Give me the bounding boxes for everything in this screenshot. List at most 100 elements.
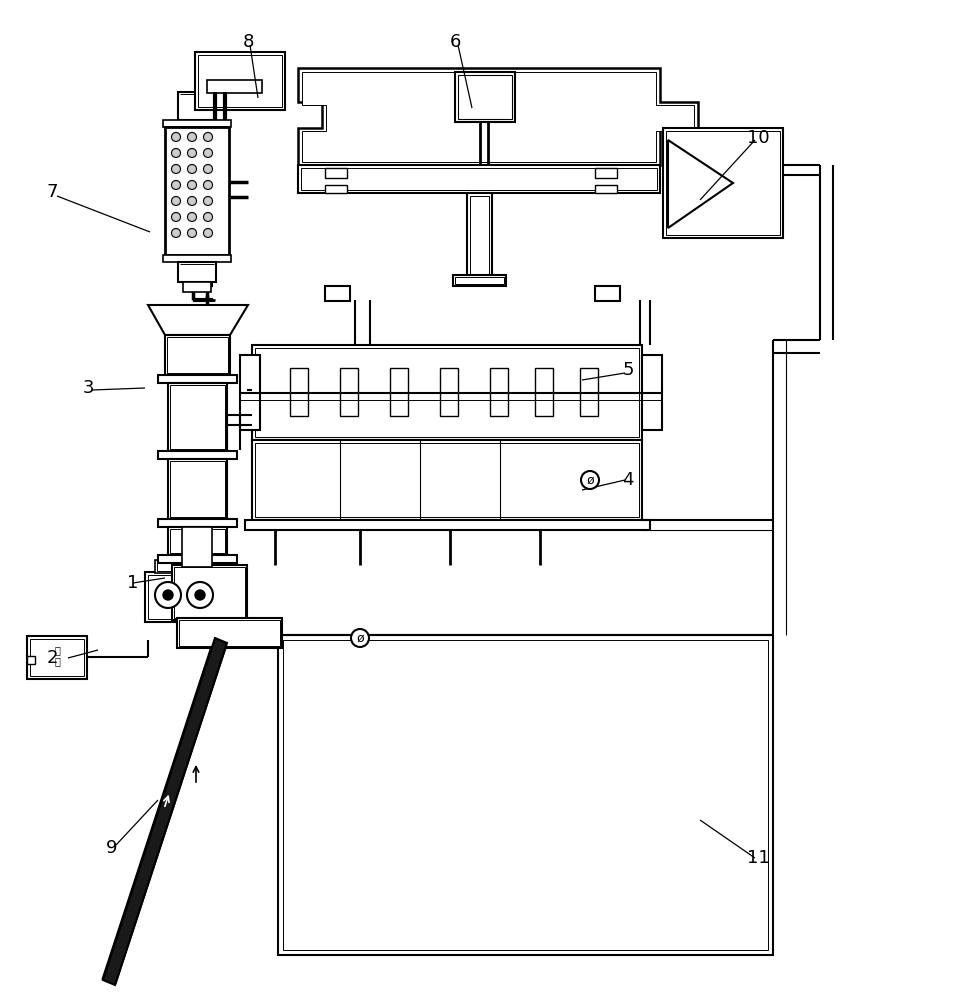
Polygon shape bbox=[668, 140, 733, 228]
Bar bbox=[325, 168, 347, 178]
Circle shape bbox=[188, 180, 196, 190]
Bar bbox=[440, 368, 458, 416]
Polygon shape bbox=[302, 72, 694, 162]
Bar bbox=[165, 335, 230, 375]
Circle shape bbox=[204, 196, 212, 206]
Bar bbox=[325, 286, 350, 301]
Bar bbox=[325, 185, 347, 193]
Bar bbox=[252, 440, 642, 520]
Text: 水: 水 bbox=[54, 645, 60, 655]
Bar bbox=[165, 127, 229, 255]
Circle shape bbox=[171, 132, 181, 141]
Circle shape bbox=[188, 164, 196, 174]
Bar bbox=[158, 555, 237, 563]
Bar bbox=[278, 635, 773, 955]
Bar bbox=[453, 275, 506, 286]
Bar bbox=[145, 572, 227, 622]
Bar bbox=[298, 165, 660, 193]
Bar bbox=[168, 383, 227, 451]
Bar bbox=[158, 519, 237, 527]
Bar bbox=[470, 196, 489, 278]
Text: 9: 9 bbox=[106, 839, 118, 857]
Text: 10: 10 bbox=[746, 129, 769, 147]
Bar bbox=[195, 52, 285, 110]
Bar bbox=[170, 529, 225, 553]
Bar bbox=[157, 562, 213, 571]
Bar bbox=[642, 355, 662, 430]
Circle shape bbox=[155, 582, 181, 608]
Text: 1: 1 bbox=[127, 574, 139, 592]
Bar bbox=[30, 639, 84, 676]
Bar bbox=[179, 620, 280, 646]
Bar bbox=[455, 277, 504, 284]
Bar bbox=[255, 348, 639, 437]
Bar bbox=[178, 262, 216, 282]
Text: 3: 3 bbox=[82, 379, 94, 397]
Bar bbox=[467, 193, 492, 281]
Polygon shape bbox=[298, 68, 698, 165]
Bar bbox=[168, 527, 227, 555]
Circle shape bbox=[195, 590, 205, 600]
Bar bbox=[595, 286, 620, 301]
Bar bbox=[390, 368, 408, 416]
Bar bbox=[155, 560, 215, 573]
Text: 4: 4 bbox=[622, 471, 634, 489]
Bar bbox=[158, 375, 237, 383]
Text: 8: 8 bbox=[242, 33, 254, 51]
Circle shape bbox=[171, 148, 181, 157]
Bar bbox=[170, 385, 225, 449]
Text: 6: 6 bbox=[450, 33, 460, 51]
Circle shape bbox=[171, 229, 181, 237]
Bar bbox=[255, 443, 639, 517]
Circle shape bbox=[188, 196, 196, 206]
Polygon shape bbox=[103, 638, 227, 985]
Circle shape bbox=[204, 180, 212, 190]
Text: 泵: 泵 bbox=[54, 656, 60, 666]
Bar bbox=[301, 168, 657, 190]
Bar bbox=[595, 168, 617, 178]
Bar bbox=[177, 618, 282, 648]
Bar bbox=[580, 368, 598, 416]
Bar bbox=[158, 451, 237, 459]
Bar bbox=[240, 355, 260, 430]
Bar bbox=[207, 80, 262, 93]
Circle shape bbox=[171, 213, 181, 222]
Bar bbox=[163, 120, 231, 127]
Text: 2: 2 bbox=[46, 649, 57, 667]
Bar bbox=[168, 459, 227, 519]
Text: 7: 7 bbox=[46, 183, 57, 201]
Circle shape bbox=[163, 590, 173, 600]
Bar bbox=[290, 368, 308, 416]
Bar bbox=[27, 636, 87, 679]
Text: 5: 5 bbox=[622, 361, 634, 379]
Bar bbox=[455, 72, 515, 122]
Circle shape bbox=[204, 132, 212, 141]
Bar bbox=[163, 255, 231, 262]
Circle shape bbox=[187, 582, 213, 608]
Bar bbox=[27, 656, 35, 664]
Circle shape bbox=[204, 164, 212, 174]
Polygon shape bbox=[148, 305, 248, 335]
Text: ø: ø bbox=[356, 632, 364, 645]
Bar bbox=[458, 75, 512, 119]
Circle shape bbox=[581, 471, 599, 489]
Circle shape bbox=[204, 148, 212, 157]
Circle shape bbox=[171, 196, 181, 206]
Bar bbox=[535, 368, 553, 416]
Bar bbox=[167, 337, 228, 373]
Bar bbox=[666, 131, 780, 235]
Bar bbox=[198, 55, 282, 107]
Bar bbox=[245, 520, 650, 530]
Bar bbox=[170, 461, 225, 517]
Circle shape bbox=[188, 148, 196, 157]
Bar bbox=[283, 640, 768, 950]
Bar bbox=[252, 345, 642, 440]
Bar bbox=[178, 92, 216, 120]
Text: ø: ø bbox=[587, 474, 593, 487]
Bar bbox=[174, 567, 245, 618]
Bar bbox=[182, 527, 212, 567]
Bar bbox=[595, 185, 617, 193]
Circle shape bbox=[171, 180, 181, 190]
Bar bbox=[172, 565, 247, 620]
Circle shape bbox=[204, 229, 212, 237]
